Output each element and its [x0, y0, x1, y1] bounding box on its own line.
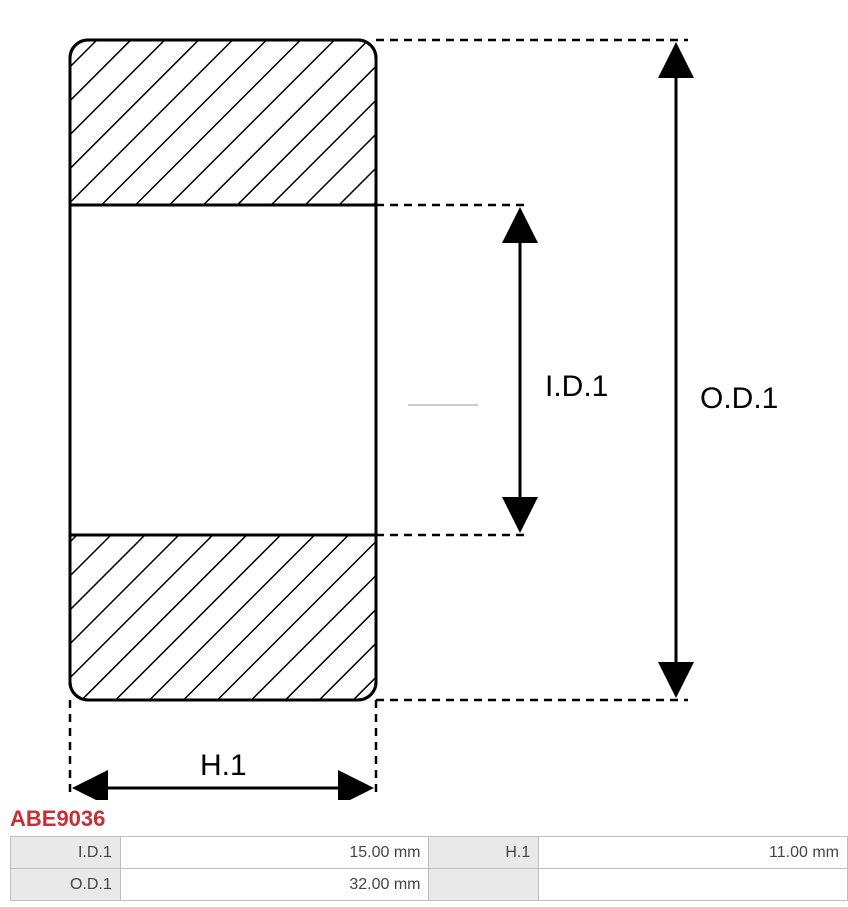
spec-key: H.1	[429, 837, 539, 869]
spec-value	[539, 869, 848, 901]
spec-value: 15.00 mm	[120, 837, 429, 869]
table-row: O.D.1 32.00 mm	[11, 869, 848, 901]
table-row: I.D.1 15.00 mm H.1 11.00 mm	[11, 837, 848, 869]
spec-value: 11.00 mm	[539, 837, 848, 869]
id1-label: I.D.1	[545, 370, 608, 403]
technical-diagram: O.D.1 I.D.1 H.1	[0, 0, 848, 800]
page-root: O.D.1 I.D.1 H.1 ABE9036 I.D.1 15.00 mm H…	[0, 0, 848, 901]
od1-label: O.D.1	[700, 382, 778, 415]
part-number: ABE9036	[0, 800, 848, 836]
spec-table: I.D.1 15.00 mm H.1 11.00 mm O.D.1 32.00 …	[10, 836, 848, 901]
h1-label: H.1	[200, 749, 247, 782]
spec-value: 32.00 mm	[120, 869, 429, 901]
diagram-svg: O.D.1 I.D.1 H.1	[0, 0, 848, 800]
spec-key	[429, 869, 539, 901]
spec-key: O.D.1	[11, 869, 121, 901]
spec-key: I.D.1	[11, 837, 121, 869]
